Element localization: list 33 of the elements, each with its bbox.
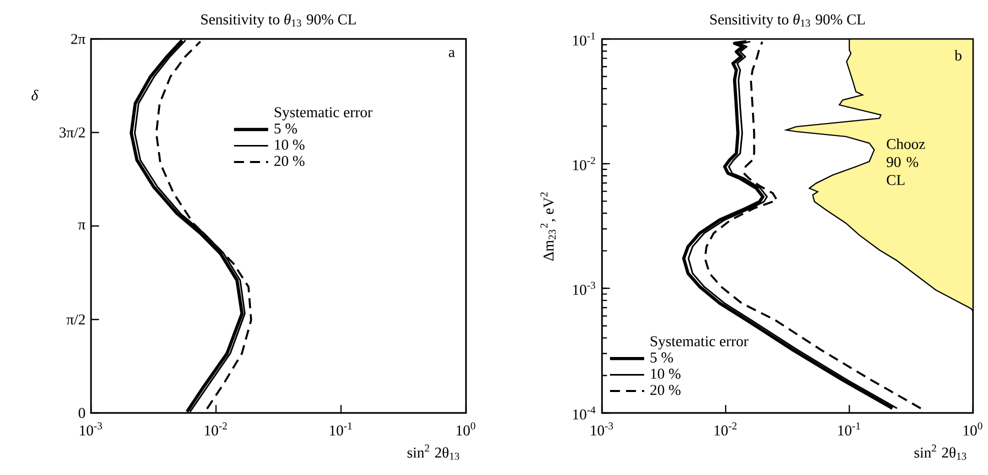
y-tick-label: 3π/2 [60,127,85,138]
x-tick-label: 10$^{-2}$ [204,422,227,436]
y-axis-title: δ [32,90,38,100]
x-tick-label: 10$^{-2}$ [714,422,736,436]
x-axis-title: sin$^{2}$ 2θ$_{13}$ [914,444,966,460]
x-tick-label: 10$^{-1}$ [838,422,860,436]
chart-title: Sensitivity to θ$_{13}$ 90% CL [201,14,356,28]
y-tick-label: 0 [78,408,86,418]
x-tick-label: 10$^{0}$ [964,422,982,436]
x-axis-title: sin$^{2}$ 2θ$_{13}$ [408,444,460,460]
x-tick-label: 10$^{-1}$ [330,422,352,436]
y-tick-label: 10$^{-1}$ [573,32,595,46]
y-axis-title: Δm$_{23}$$^{2}$, eV$^{2}$ [540,192,556,261]
y-tick-label: 10$^{-4}$ [573,406,596,420]
x-tick-label: 10$^{0}$ [456,422,476,436]
legend-label: 20 % [274,156,304,166]
y-tick-label: 2π [71,34,86,44]
y-tick-label: 10$^{-2}$ [573,157,596,170]
y-tick-label: 10$^{-3}$ [573,282,596,295]
annotation: a [448,50,455,58]
legend-title: Systematic error [274,107,372,120]
legend-label: 10 % [275,140,304,150]
legend-title: Systematic error [650,336,748,350]
x-tick-label: 10$^{-3}$ [590,422,613,436]
annotation: b [954,50,962,61]
y-tick-label: π/2 [66,314,85,325]
legend-label: 5 % [650,352,673,363]
chart-title: Sensitivity to θ$_{13}$ 90% CL [710,14,865,28]
legend-label: 10 % [651,368,680,379]
legend-label: 5 % [274,123,297,134]
y-tick-label: π [78,222,86,230]
series-label: Chooz 90 % CL [886,138,925,186]
legend-label: 20 % [650,384,680,396]
